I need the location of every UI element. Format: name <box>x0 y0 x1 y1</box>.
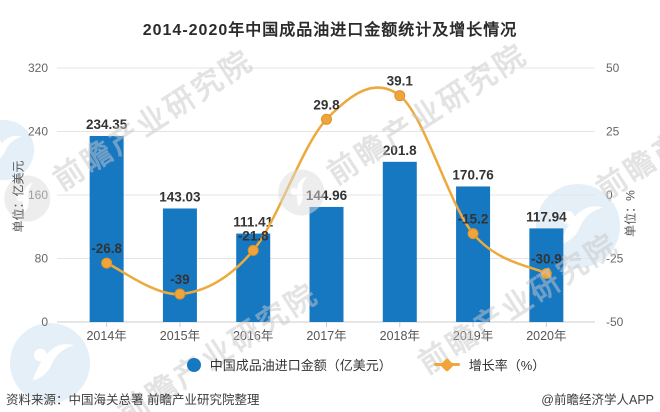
x-axis-label: 2019年 <box>453 329 493 343</box>
bar-value-label: 170.76 <box>452 167 494 182</box>
line-value-label: -39 <box>170 272 190 287</box>
legend-item-import-amount: 中国成品油进口金额（亿美元） <box>186 355 392 374</box>
y-axis-tick-label-right: 25 <box>606 125 620 139</box>
watermark-credit: @前瞻经济学人APP <box>541 393 654 407</box>
legend-dot-icon <box>186 357 201 372</box>
line-point-marker <box>467 228 479 240</box>
bar-2015年 <box>162 208 197 322</box>
x-axis-label: 2017年 <box>306 329 346 343</box>
x-axis-label: 2015年 <box>160 329 200 343</box>
x-axis-label: 2018年 <box>380 329 420 343</box>
bar-2018年 <box>382 161 417 322</box>
bar-value-label: 234.35 <box>86 117 128 132</box>
line-point-marker <box>247 244 259 256</box>
line-point-marker <box>540 267 552 279</box>
legend-item-growth-rate: 增长率（%） <box>433 355 546 374</box>
bar-2014年 <box>89 135 124 322</box>
bar-2017年 <box>309 206 344 322</box>
bar-value-label: 144.96 <box>306 188 348 203</box>
bar-value-label: 143.03 <box>159 189 201 204</box>
y-axis-tick-label-left: 0 <box>41 315 48 329</box>
line-point-marker <box>101 257 113 269</box>
legend-label: 中国成品油进口金额（亿美元） <box>209 358 392 373</box>
x-axis-label: 2020年 <box>526 329 566 343</box>
bar-value-label: 201.8 <box>383 143 417 158</box>
x-axis-label: 2016年 <box>233 329 273 343</box>
left-axis-unit-label: 单位：亿美元 <box>11 160 26 233</box>
y-axis-tick-label-right: -50 <box>606 315 624 329</box>
y-axis-tick-label-left: 320 <box>28 61 48 75</box>
legend-label: 增长率（%） <box>468 358 546 373</box>
legend-line-diamond-icon <box>433 357 460 372</box>
line-value-label: -30.9 <box>531 251 562 266</box>
bar-2019年 <box>456 186 491 322</box>
line-point-marker <box>394 90 406 102</box>
y-axis-tick-label-left: 80 <box>35 252 49 266</box>
y-axis-tick-label-left: 240 <box>28 125 48 139</box>
chart-title: 2014-2020年中国成品油进口金额统计及增长情况 <box>142 22 518 39</box>
x-axis-label: 2014年 <box>86 329 126 343</box>
line-value-label: 39.1 <box>387 74 414 89</box>
line-point-marker <box>174 288 186 300</box>
legend: 中国成品油进口金额（亿美元） 增长率（%） <box>36 355 660 374</box>
y-axis-tick-label-right: 50 <box>606 61 620 75</box>
line-value-label: -26.8 <box>91 241 122 256</box>
line-value-label: 29.8 <box>313 97 340 112</box>
line-value-label: -21.8 <box>238 228 269 243</box>
right-axis-unit-label: 单位：% <box>623 190 638 237</box>
line-point-marker <box>321 113 332 125</box>
y-axis-tick-label-right: 0 <box>606 188 613 202</box>
bar-value-label: 111.41 <box>233 215 273 230</box>
line-value-label: -15.2 <box>458 212 489 227</box>
source-note: 资料来源：中国海关总署 前瞻产业研究院整理 <box>6 393 260 407</box>
bar-value-label: 117.94 <box>526 209 567 224</box>
y-axis-tick-label-left: 160 <box>28 188 48 202</box>
footer: 资料来源：中国海关总署 前瞻产业研究院整理 @前瞻经济学人APP <box>6 389 654 408</box>
